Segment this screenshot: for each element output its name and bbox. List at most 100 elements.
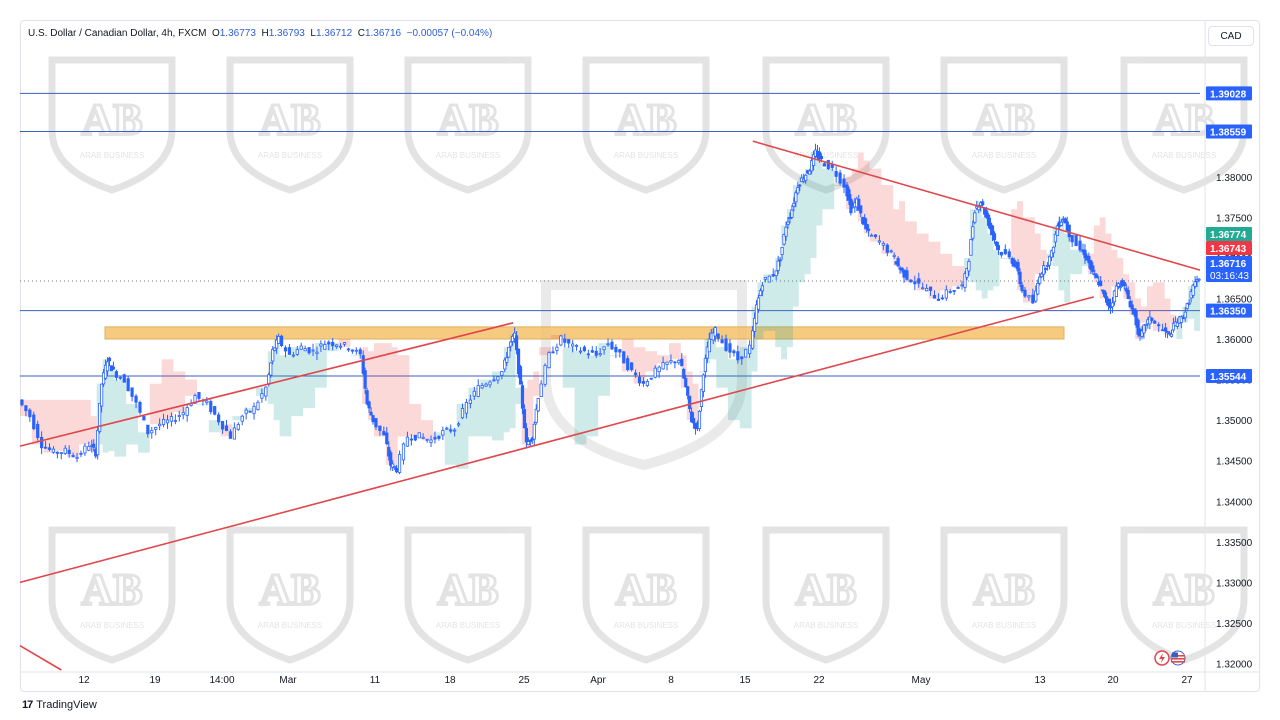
candle-body xyxy=(1034,290,1038,302)
candle-body xyxy=(999,252,1003,256)
candle-body xyxy=(150,430,154,434)
cloud-segment xyxy=(857,152,864,222)
candle-body xyxy=(965,268,969,278)
cloud-segment xyxy=(993,249,1000,287)
cloud-segment xyxy=(1058,217,1065,291)
cloud-segment xyxy=(669,343,681,360)
candle-body xyxy=(778,259,782,262)
candle-body xyxy=(713,327,717,337)
cloud-segment xyxy=(55,399,68,451)
svg-text:AB: AB xyxy=(81,565,142,614)
candle-body xyxy=(796,187,800,194)
svg-text:AB: AB xyxy=(973,565,1034,614)
candle-body xyxy=(516,348,521,375)
candle-body xyxy=(885,244,889,253)
candle-body xyxy=(551,351,555,354)
svg-text:AB: AB xyxy=(437,565,498,614)
x-tick-label: 11 xyxy=(370,675,381,686)
candle-body xyxy=(456,423,461,426)
candle-body xyxy=(346,348,351,351)
cloud-segment xyxy=(1141,306,1147,323)
candle-body xyxy=(105,361,110,372)
candle-body xyxy=(327,341,331,345)
candle-body xyxy=(614,346,618,353)
candle-body xyxy=(319,343,323,347)
candle-body xyxy=(224,425,229,431)
cloud-segment xyxy=(940,253,953,291)
cloud-segment xyxy=(1117,257,1124,283)
candle-body xyxy=(520,385,525,409)
candle-body xyxy=(514,335,519,351)
candle-body xyxy=(889,250,893,253)
candle-body xyxy=(1045,264,1050,267)
candle-body xyxy=(36,423,40,438)
candle-body xyxy=(1053,233,1058,243)
candle-body xyxy=(205,400,209,404)
cloud-segment xyxy=(421,420,433,441)
candle-body xyxy=(834,170,838,177)
candle-body xyxy=(338,345,343,348)
cloud-segment xyxy=(987,233,994,291)
cloud-segment xyxy=(1129,282,1136,315)
candle-body xyxy=(633,372,638,376)
currency-button[interactable]: CAD xyxy=(1208,26,1254,46)
candle-body xyxy=(460,408,465,419)
cloud-segment xyxy=(43,399,56,453)
y-tick-label: 1.32000 xyxy=(1216,660,1253,671)
candle-body xyxy=(784,226,788,237)
candle-body xyxy=(371,415,375,423)
candle-body xyxy=(389,452,393,466)
cloud-segment xyxy=(208,420,221,433)
candle-body xyxy=(378,425,382,432)
candle-body xyxy=(716,333,720,339)
price-tag-label: 1.36743 xyxy=(1210,244,1247,255)
candle-body xyxy=(705,346,709,359)
change-value: −0.00057 (−0.04%) xyxy=(406,28,493,39)
flag-icon[interactable] xyxy=(1154,650,1188,666)
cloud-segment xyxy=(881,184,894,254)
candle-body xyxy=(792,202,796,207)
candle-body xyxy=(838,172,842,184)
candle-body xyxy=(873,234,878,238)
candle-body xyxy=(323,344,327,350)
candle-body xyxy=(228,431,233,439)
candle-body xyxy=(1003,249,1007,255)
cloud-segment xyxy=(1176,318,1183,340)
candle-body xyxy=(758,290,763,297)
cloud-segment xyxy=(869,168,882,242)
cloud-segment xyxy=(350,355,363,357)
cloud-segment xyxy=(804,168,811,275)
candle-body xyxy=(417,432,421,439)
cloud-segment xyxy=(1017,201,1023,291)
candle-body xyxy=(1114,285,1119,297)
cloud-segment xyxy=(374,343,386,437)
candle-body xyxy=(547,352,551,369)
candle-body xyxy=(928,286,933,291)
svg-text:AB: AB xyxy=(973,95,1034,144)
countdown-label: 03:16:43 xyxy=(1210,271,1249,282)
tradingview-logo[interactable]: 17 TradingView xyxy=(22,699,97,711)
candle-body xyxy=(40,436,44,449)
cloud-segment xyxy=(964,257,970,275)
x-tick-label: Mar xyxy=(279,675,297,686)
candle-body xyxy=(857,198,861,211)
candle-body xyxy=(244,409,248,414)
candle-body xyxy=(158,423,162,427)
candle-body xyxy=(1099,280,1103,286)
candle-body xyxy=(264,386,268,397)
candle-body xyxy=(429,439,433,443)
candle-body xyxy=(161,419,166,425)
chart-frame xyxy=(20,20,1260,692)
candle-body xyxy=(900,267,904,271)
candle-body xyxy=(354,349,358,352)
cloud-segment xyxy=(899,201,905,275)
y-tick-label: 1.36000 xyxy=(1216,335,1253,346)
candle-body xyxy=(1063,218,1067,224)
cloud-segment xyxy=(1023,217,1035,303)
svg-text:ARAB BUSINESS: ARAB BUSINESS xyxy=(258,621,322,630)
cloud-segment xyxy=(173,371,186,413)
candle-body xyxy=(413,434,417,441)
level-price-label: 1.38559 xyxy=(1210,127,1247,138)
